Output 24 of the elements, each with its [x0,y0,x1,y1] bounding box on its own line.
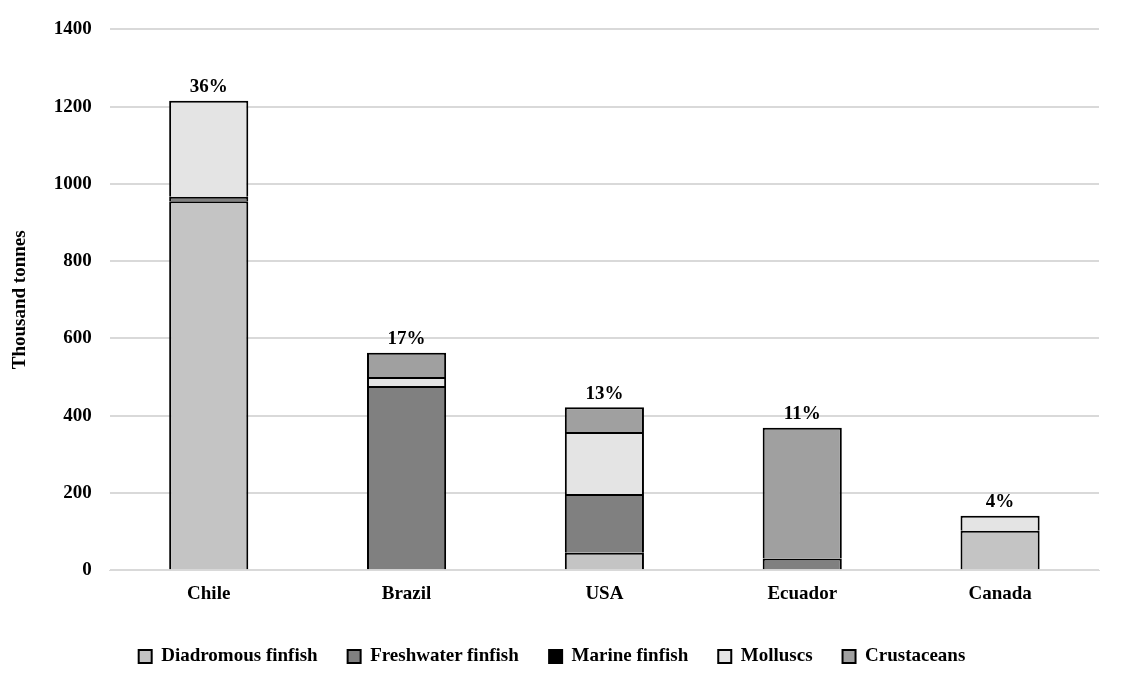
y-tick-label: 200 [63,480,92,502]
x-tick-label: Chile [187,581,231,603]
annotation: 13% [585,381,624,403]
x-tick-label: Brazil [381,581,432,603]
y-tick-label: 800 [63,249,92,271]
y-tick-label: 600 [63,326,92,348]
x-tick-label: Canada [968,581,1033,603]
annotation: 17% [387,327,426,349]
annotation: 4% [985,490,1015,512]
legend-label: Marine finfish [571,644,689,666]
annotation: 11% [783,402,821,424]
legend-label: Crustaceans [865,644,966,666]
legend-label: Freshwater finfish [370,644,520,666]
y-tick-label: 0 [82,558,92,580]
y-axis-title: Thousand tonnes [8,230,30,370]
legend-label: Molluscs [740,644,813,666]
y-tick-label: 1200 [53,94,92,116]
y-tick-label: 1000 [53,171,92,193]
annotation: 36% [189,75,228,97]
x-tick-label: USA [585,581,624,603]
y-tick-label: 400 [63,403,92,425]
legend-label: Diadromous finfish [161,644,319,666]
x-tick-label: Ecuador [767,581,838,603]
y-tick-label: 1400 [53,17,92,39]
